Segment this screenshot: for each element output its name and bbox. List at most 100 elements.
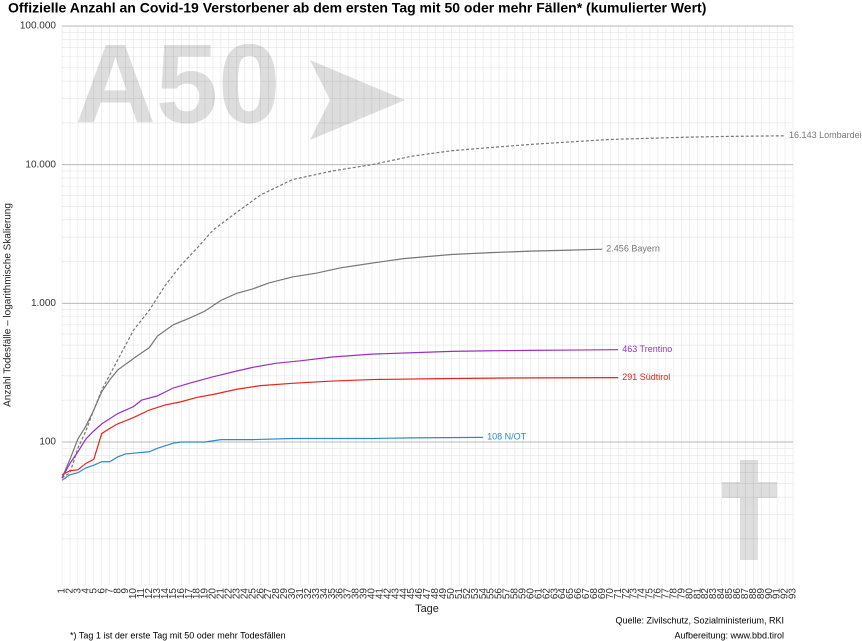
- x-tick-label: 69: [597, 588, 608, 600]
- x-tick-label: 66: [573, 588, 584, 600]
- x-tick-label: 32: [303, 588, 314, 600]
- x-tick-label: 23: [231, 588, 242, 600]
- x-tick-label: 79: [676, 588, 687, 600]
- y-tick-label: 100.000: [20, 21, 57, 32]
- x-tick-label: 8: [112, 588, 123, 594]
- source: Quelle: Zivilschutz, Sozialministerium, …: [615, 615, 784, 625]
- watermark: A50: [75, 22, 777, 560]
- cross-vertical: [740, 460, 758, 560]
- x-tick-label: 28: [271, 588, 282, 600]
- x-tick-label: 14: [160, 588, 171, 600]
- x-tick-label: 91: [772, 588, 783, 600]
- x-tick-label: 74: [637, 588, 648, 600]
- x-tick-label: 13: [152, 588, 163, 600]
- x-tick-label: 89: [756, 588, 767, 600]
- x-tick-label: 81: [692, 588, 703, 600]
- chart-title: Offizielle Anzahl an Covid-19 Verstorben…: [8, 0, 706, 16]
- x-tick-label: 55: [486, 588, 497, 600]
- x-tick-label: 44: [398, 588, 409, 600]
- watermark-arrow: [310, 60, 405, 140]
- x-tick-label: 88: [748, 588, 759, 600]
- cross-horizontal: [722, 482, 777, 498]
- grid: [61, 25, 794, 585]
- x-tick-label: 7: [104, 588, 115, 594]
- x-tick-label: 36: [335, 588, 346, 600]
- x-tick-label: 75: [645, 588, 656, 600]
- x-tick-label: 21: [216, 588, 227, 600]
- x-tick-label: 2: [65, 588, 76, 594]
- x-tick-label: 43: [390, 588, 401, 600]
- x-tick-label: 34: [319, 588, 330, 600]
- x-tick-label: 92: [780, 588, 791, 600]
- x-tick-label: 19: [200, 588, 211, 600]
- x-tick-label: 12: [144, 588, 155, 600]
- x-tick-label: 80: [684, 588, 695, 600]
- series-line: [61, 377, 619, 476]
- x-tick-label: 27: [263, 588, 274, 600]
- footnote: *) Tag 1 ist der erste Tag mit 50 oder m…: [70, 630, 286, 640]
- x-tick-label: 9: [120, 588, 131, 594]
- x-tick-label: 46: [414, 588, 425, 600]
- x-tick-label: 45: [406, 588, 417, 600]
- x-tick-label: 6: [96, 588, 107, 594]
- x-tick-label: 15: [168, 588, 179, 600]
- series-end-label: 2.456 Bayern: [606, 244, 660, 254]
- x-tick-label: 78: [668, 588, 679, 600]
- x-tick-label: 93: [788, 588, 799, 600]
- x-tick-label: 70: [605, 588, 616, 600]
- x-tick-label: 24: [239, 588, 250, 600]
- x-axis-label: Tage: [415, 603, 439, 615]
- x-tick-label: 48: [430, 588, 441, 600]
- series-end-label: 463 Trentino: [622, 344, 672, 354]
- x-tick-label: 35: [327, 588, 338, 600]
- x-tick-label: 77: [661, 588, 672, 600]
- y-tick-label: 100: [39, 437, 56, 448]
- x-tick-label: 62: [541, 588, 552, 600]
- series-end-label: 291 Südtirol: [622, 372, 670, 382]
- x-tick-label: 37: [343, 588, 354, 600]
- y-tick-label: 10.000: [25, 159, 56, 170]
- x-tick-label: 1: [57, 588, 68, 594]
- credit: Aufbereitung: www.bbd.tirol: [674, 630, 784, 640]
- x-tick-label: 86: [732, 588, 743, 600]
- x-tick-label: 50: [446, 588, 457, 600]
- x-tick-label: 22: [223, 588, 234, 600]
- x-tick-label: 17: [184, 588, 195, 600]
- x-tick-label: 53: [470, 588, 481, 600]
- x-tick-label: 84: [716, 588, 727, 600]
- x-tick-label: 82: [700, 588, 711, 600]
- x-tick-label: 11: [136, 588, 147, 599]
- x-tick-label: 87: [740, 588, 751, 600]
- x-tick-label: 61: [533, 588, 544, 600]
- x-tick-label: 4: [80, 588, 91, 594]
- x-tick-label: 67: [581, 588, 592, 600]
- x-tick-label: 68: [589, 588, 600, 600]
- y-tick-label: 1.000: [31, 298, 56, 309]
- x-tick-label: 42: [382, 588, 393, 600]
- x-tick-label: 83: [708, 588, 719, 600]
- x-tick-label: 52: [462, 588, 473, 600]
- x-tick-label: 59: [517, 588, 528, 600]
- x-tick-label: 76: [653, 588, 664, 600]
- x-tick-label: 54: [478, 588, 489, 600]
- x-tick-label: 31: [295, 588, 306, 600]
- x-tick-label: 71: [613, 588, 624, 600]
- x-tick-label: 10: [128, 588, 139, 600]
- series-end-label: 16.143 Lombardei: [789, 130, 862, 140]
- x-tick-label: 20: [208, 588, 219, 600]
- x-tick-label: 16: [176, 588, 187, 600]
- x-tick-label: 56: [494, 588, 505, 600]
- x-tick-label: 63: [549, 588, 560, 600]
- x-tick-label: 73: [629, 588, 640, 600]
- x-tick-label: 38: [351, 588, 362, 600]
- x-tick-label: 51: [454, 588, 465, 600]
- x-tick-label: 26: [255, 588, 266, 600]
- x-tick-label: 58: [510, 588, 521, 600]
- x-tick-label: 47: [422, 588, 433, 600]
- x-tick-label: 40: [367, 588, 378, 600]
- series-line: [61, 349, 619, 479]
- series-end-label: 108 N/OT: [487, 432, 527, 442]
- x-tick-label: 64: [557, 588, 568, 600]
- x-tick-label: 30: [287, 588, 298, 600]
- x-tick-label: 3: [73, 588, 84, 594]
